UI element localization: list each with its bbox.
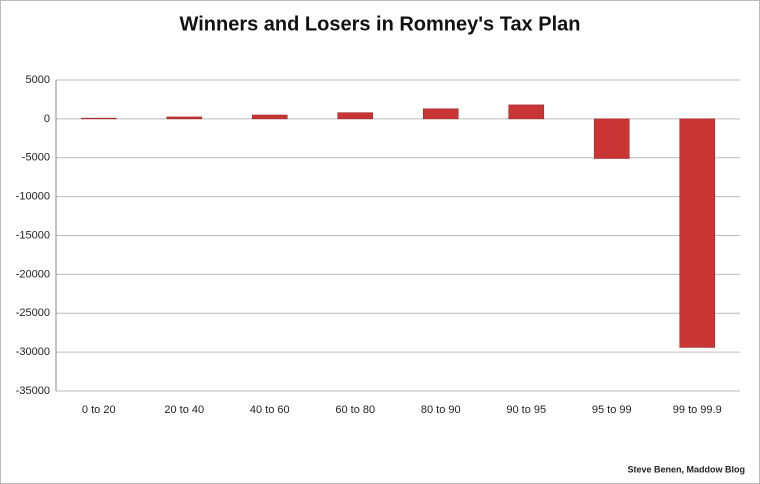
x-tick-label: 95 to 99 (592, 404, 632, 416)
x-tick-label: 0 to 20 (82, 404, 116, 416)
x-tick-label: 40 to 60 (250, 404, 290, 416)
bar (337, 112, 374, 120)
x-tick-label: 80 to 90 (421, 404, 461, 416)
y-tick-label: -15000 (16, 229, 50, 241)
x-tick-label: 90 to 95 (506, 404, 546, 416)
y-tick-label: -10000 (16, 191, 50, 203)
x-tick-label: 99 to 99.9 (673, 404, 722, 416)
bar (80, 117, 117, 120)
x-tick-label: 60 to 80 (335, 404, 375, 416)
bar (508, 104, 545, 120)
y-tick-label: 0 (44, 113, 50, 125)
source-note: Steve Benen, Maddow Blog (627, 464, 745, 474)
bar (593, 118, 630, 159)
x-tick-label: 20 to 40 (164, 404, 204, 416)
y-tick-label: -20000 (16, 268, 50, 280)
bar (166, 116, 203, 120)
y-tick-label: -30000 (16, 346, 50, 358)
y-tick-label: 5000 (26, 74, 50, 86)
y-tick-label: -5000 (22, 152, 50, 164)
y-tick-label: -25000 (16, 307, 50, 319)
y-tick-label: -35000 (16, 385, 50, 397)
bar (679, 118, 716, 348)
bar (251, 114, 288, 120)
chart-title: Winners and Losers in Romney's Tax Plan (180, 13, 581, 35)
bar (422, 108, 459, 120)
